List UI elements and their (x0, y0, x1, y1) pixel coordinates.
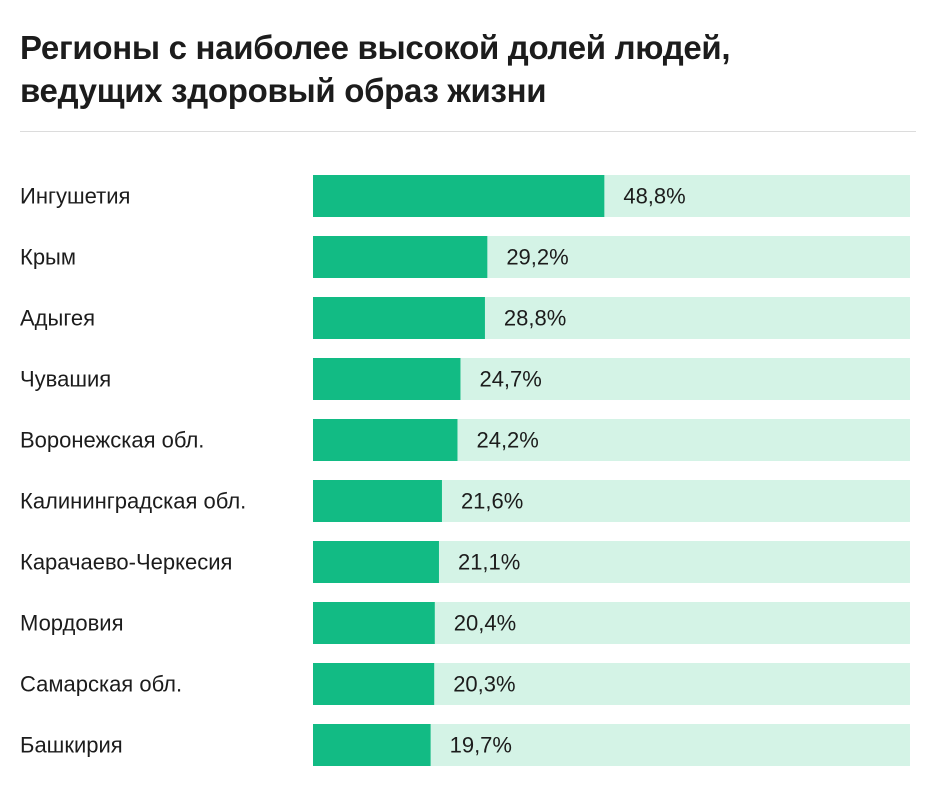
bar-row: Ингушетия 48,8% (20, 175, 910, 217)
bar-row: Калининградская обл. 21,6% (20, 480, 910, 522)
bar-row: Адыгея 28,8% (20, 297, 910, 339)
category-label: Калининградская обл. (20, 489, 246, 514)
chart-title: Регионы с наиболее высокой долей людей, … (20, 26, 910, 112)
chart-title-line-1: Регионы с наиболее высокой долей людей, (20, 29, 731, 66)
bar (313, 297, 485, 339)
bars-layer: Ингушетия 48,8% Крым 29,2% Адыгея 28,8% Чуваши… (20, 175, 910, 766)
category-label: Воронежская обл. (20, 428, 204, 453)
bar (313, 480, 442, 522)
bar (313, 724, 431, 766)
category-label: Ингушетия (20, 184, 130, 209)
title-divider (20, 131, 916, 132)
bar (313, 419, 458, 461)
bar (313, 663, 435, 705)
chart-title-line-2: ведущих здоровый образ жизни (20, 72, 547, 109)
category-label: Мордовия (20, 611, 124, 636)
bar-row: Воронежская обл. 24,2% (20, 419, 910, 461)
value-label: 48,8% (623, 184, 685, 209)
category-label: Чувашия (20, 367, 111, 392)
bar (313, 541, 439, 583)
value-label: 21,1% (458, 550, 520, 575)
bar-row: Чувашия 24,7% (20, 358, 910, 400)
category-label: Адыгея (20, 306, 95, 331)
category-label: Карачаево-Черкесия (20, 550, 232, 575)
bar-row: Карачаево-Черкесия 21,1% (20, 541, 910, 583)
bar-row: Самарская обл. 20,3% (20, 663, 910, 705)
bar (313, 175, 605, 217)
value-label: 24,2% (476, 428, 538, 453)
category-label: Башкирия (20, 733, 123, 758)
bar (313, 602, 435, 644)
value-label: 19,7% (450, 733, 512, 758)
value-label: 24,7% (479, 367, 541, 392)
bar-row: Башкирия 19,7% (20, 724, 910, 766)
category-label: Самарская обл. (20, 672, 182, 697)
category-label: Крым (20, 245, 76, 270)
value-label: 20,4% (454, 611, 516, 636)
bar (313, 236, 488, 278)
value-label: 20,3% (453, 672, 515, 697)
bar-row: Мордовия 20,4% (20, 602, 910, 644)
bar (313, 358, 461, 400)
bar-row: Крым 29,2% (20, 236, 910, 278)
value-label: 29,2% (506, 245, 568, 270)
value-label: 28,8% (504, 306, 566, 331)
value-label: 21,6% (461, 489, 523, 514)
